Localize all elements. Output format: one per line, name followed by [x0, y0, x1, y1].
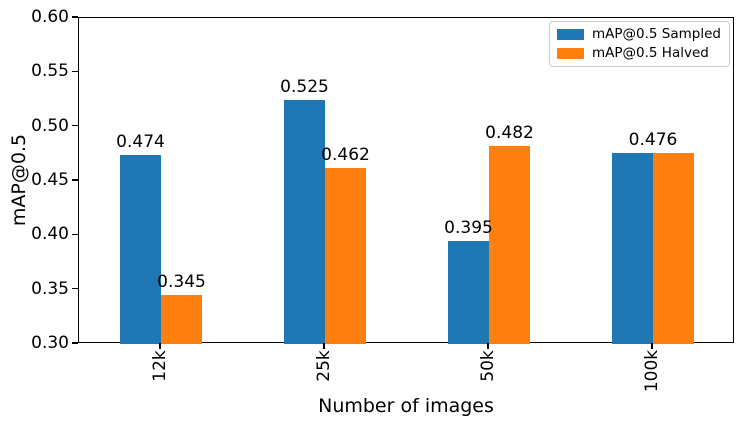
- y-axis-label: mAP@0.5: [8, 133, 30, 227]
- y-tick: [72, 287, 78, 290]
- y-tick: [72, 233, 78, 236]
- legend-swatch-sampled-icon: [557, 29, 585, 40]
- bar-value-label: 0.395: [444, 217, 493, 238]
- y-tick: [72, 16, 78, 18]
- bar-annotations-layer: 0.474 0.345 0.525 0.462 0.395 0.482 0.476: [79, 18, 733, 342]
- x-tick-label: 100k: [642, 349, 662, 393]
- y-tick: [72, 342, 78, 344]
- x-tick: [651, 343, 653, 349]
- bars-layer: [79, 18, 733, 344]
- x-axis-label: Number of images: [318, 395, 494, 417]
- x-tick-label: 50k: [478, 349, 498, 382]
- legend-item-sampled: mAP@0.5 Sampled: [557, 27, 721, 42]
- y-tick-label: 0.40: [31, 224, 69, 245]
- bar-12k-halved: [161, 295, 202, 344]
- bar-value-label: 0.525: [280, 76, 329, 97]
- x-tick: [323, 343, 325, 349]
- y-tick: [72, 124, 78, 127]
- y-tick-label: 0.30: [31, 333, 69, 353]
- y-tick: [72, 70, 78, 73]
- bar-value-label: 0.462: [321, 144, 370, 165]
- bar-value-label: 0.474: [116, 131, 165, 152]
- y-tick-label: 0.45: [31, 170, 69, 190]
- y-tick-label: 0.35: [31, 278, 69, 299]
- legend-item-halved: mAP@0.5 Halved: [557, 46, 721, 61]
- plot-area: 0.474 0.345 0.525 0.462 0.395 0.482 0.476 mAP@…: [78, 17, 734, 344]
- x-tick: [487, 343, 489, 349]
- x-tick-label: 12k: [150, 349, 170, 382]
- legend: mAP@0.5 Sampled mAP@0.5 Halved: [549, 21, 730, 67]
- bar-50k-halved: [489, 146, 530, 344]
- bar-25k-sampled: [284, 99, 325, 344]
- y-tick: [72, 179, 78, 181]
- x-tick-label: 25k: [314, 349, 334, 382]
- y-tick-label: 0.60: [31, 7, 69, 27]
- bar-100k-sampled: [612, 152, 653, 344]
- bar-25k-halved: [325, 167, 366, 344]
- bar-value-label: 0.476: [628, 129, 678, 150]
- bar-value-label: 0.482: [485, 123, 534, 144]
- bar-value-label: 0.345: [157, 272, 206, 293]
- y-tick-label: 0.55: [31, 61, 69, 82]
- legend-label-sampled: mAP@0.5 Sampled: [592, 26, 721, 42]
- x-tick: [159, 343, 161, 349]
- legend-swatch-halved-icon: [557, 48, 585, 59]
- bar-100k-halved: [653, 152, 694, 344]
- bar-12k-sampled: [120, 154, 161, 344]
- bar-50k-sampled: [448, 240, 489, 344]
- legend-label-halved: mAP@0.5 Halved: [592, 45, 709, 61]
- y-tick-label: 0.50: [31, 115, 69, 136]
